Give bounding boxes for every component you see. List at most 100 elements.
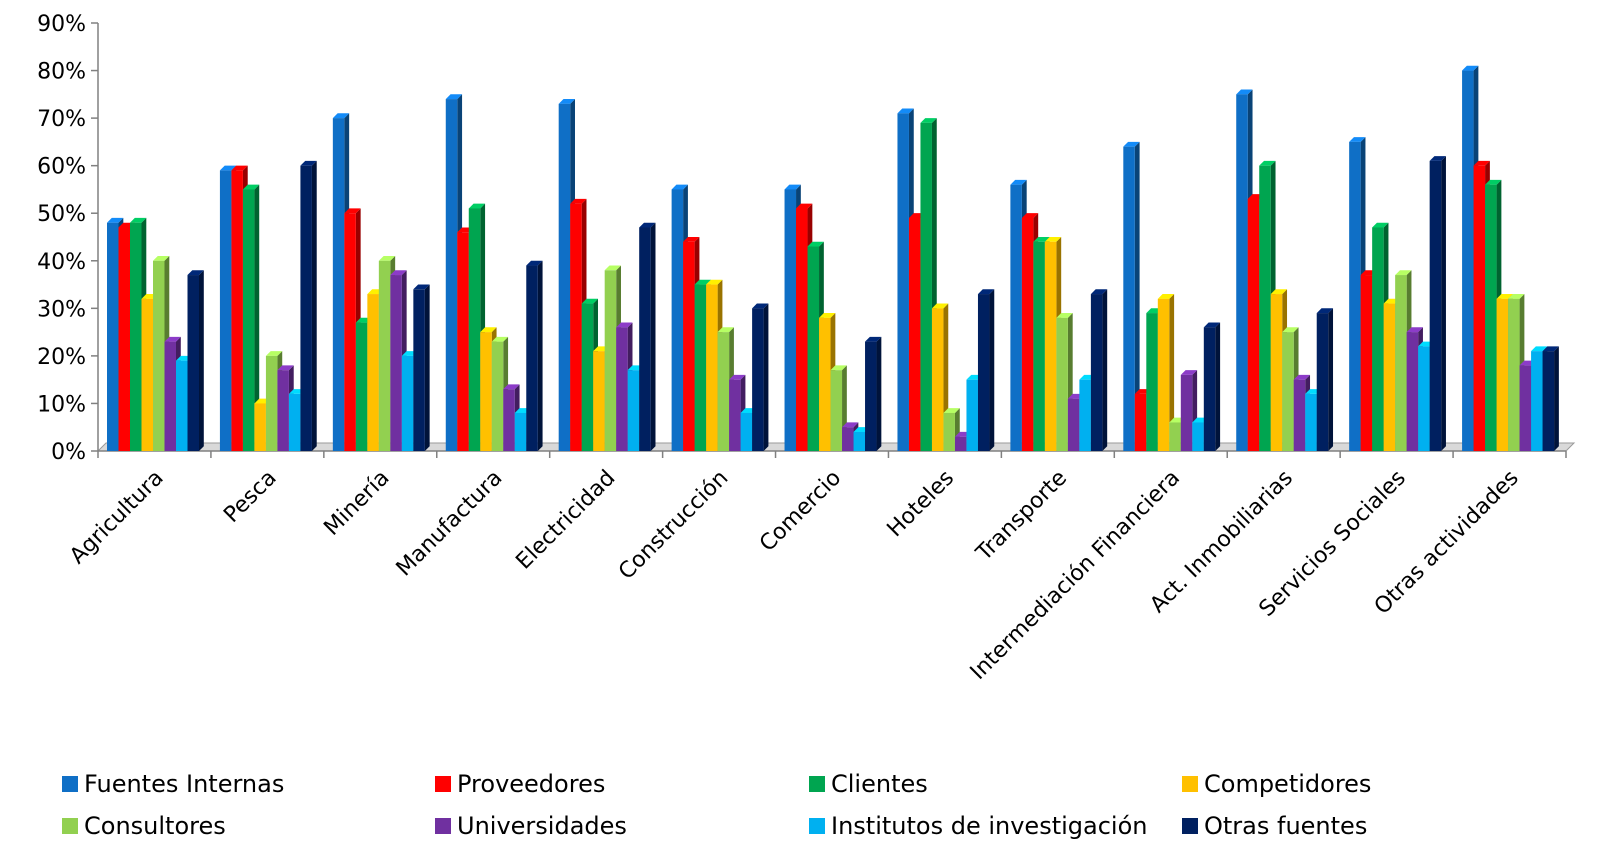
x-tick-label: Construcción bbox=[614, 466, 733, 585]
bar-top bbox=[1033, 236, 1050, 242]
bar-top bbox=[1090, 289, 1108, 295]
bar-front bbox=[503, 389, 515, 451]
bar-top bbox=[503, 384, 520, 390]
bar-top bbox=[1236, 89, 1253, 95]
bar-front bbox=[954, 436, 967, 451]
bar-front bbox=[1203, 327, 1216, 451]
y-tick-label: 40% bbox=[37, 250, 86, 275]
y-tick-label: 20% bbox=[37, 345, 86, 370]
bar-front bbox=[1123, 146, 1135, 451]
bar-front bbox=[1473, 165, 1486, 451]
bar-front bbox=[865, 341, 877, 451]
bar bbox=[1542, 346, 1559, 451]
bar-front bbox=[740, 412, 753, 451]
bar-front bbox=[977, 294, 990, 451]
bar-side bbox=[876, 336, 882, 451]
bar-top bbox=[1270, 289, 1288, 295]
bar-front bbox=[378, 260, 391, 451]
bar-front bbox=[1270, 294, 1283, 451]
bar-front bbox=[683, 241, 695, 451]
bar-top bbox=[683, 236, 700, 242]
bar-front bbox=[1349, 141, 1361, 451]
legend-swatch bbox=[435, 776, 451, 792]
bar-top bbox=[1021, 213, 1039, 218]
bar-front bbox=[445, 99, 458, 451]
bar-front bbox=[581, 303, 594, 451]
legend-swatch bbox=[809, 818, 825, 834]
legend-label: Universidades bbox=[457, 812, 627, 840]
bar-top bbox=[570, 198, 587, 204]
bar-front bbox=[1079, 379, 1091, 451]
bar-front bbox=[570, 203, 582, 451]
bar-front bbox=[1293, 379, 1306, 451]
bar-front bbox=[1531, 351, 1543, 451]
bar-front bbox=[1033, 241, 1045, 451]
bar-side bbox=[1134, 141, 1140, 451]
bar-top bbox=[717, 327, 734, 333]
bar-top bbox=[1259, 160, 1276, 166]
bar-top bbox=[920, 118, 937, 123]
bar-front bbox=[1157, 298, 1170, 451]
bar-top bbox=[231, 165, 248, 171]
bar-side bbox=[1169, 294, 1175, 451]
bar bbox=[242, 184, 260, 451]
bar-top bbox=[977, 289, 995, 295]
bar-front bbox=[153, 260, 165, 451]
bar-top bbox=[1372, 222, 1389, 228]
bar-top bbox=[1496, 294, 1513, 299]
bar-top bbox=[332, 113, 350, 119]
bar-front bbox=[480, 332, 492, 451]
x-tick-label: Minería bbox=[319, 466, 394, 541]
bar-top bbox=[639, 222, 656, 228]
bar-front bbox=[671, 189, 684, 451]
bar-front bbox=[1134, 393, 1147, 451]
bar-top bbox=[1473, 160, 1490, 166]
bar-front bbox=[187, 275, 199, 451]
bar-front bbox=[1259, 165, 1271, 451]
y-tick-label: 0% bbox=[51, 440, 86, 465]
bar-front bbox=[558, 103, 571, 451]
bar-top bbox=[1123, 141, 1140, 147]
bar-front bbox=[141, 298, 153, 451]
bar bbox=[1157, 294, 1175, 451]
bar-front bbox=[1282, 332, 1294, 451]
bar bbox=[187, 270, 204, 451]
bar-front bbox=[593, 351, 605, 451]
bar-top bbox=[706, 279, 723, 285]
legend-item: Fuentes Internas bbox=[62, 770, 284, 798]
bar-top bbox=[265, 351, 283, 356]
bar-top bbox=[729, 374, 746, 380]
x-tick-label: Manufactura bbox=[392, 466, 508, 582]
bar-front bbox=[853, 431, 866, 451]
bar-front bbox=[1247, 198, 1260, 451]
bar-side bbox=[650, 222, 656, 451]
bar-top bbox=[752, 303, 769, 309]
bar-top bbox=[694, 279, 711, 285]
bar-top bbox=[1395, 270, 1412, 276]
bar-top bbox=[413, 284, 430, 290]
y-tick-label: 60% bbox=[37, 155, 86, 180]
bar-front bbox=[332, 118, 345, 451]
x-tick-label: Transporte bbox=[971, 466, 1072, 567]
bar-front bbox=[1044, 241, 1057, 451]
bar-side bbox=[1328, 308, 1334, 451]
x-tick-label: Pesca bbox=[219, 466, 281, 528]
bar bbox=[1429, 156, 1446, 451]
bar-chart: 0% 10% 20% 30% 40% 50% 60% 70% 80% 90% Agricultur… bbox=[37, 12, 1576, 685]
bar-top bbox=[1406, 327, 1423, 333]
bar-front bbox=[401, 355, 414, 451]
bar-top bbox=[897, 108, 914, 114]
bar-front bbox=[344, 213, 356, 451]
bar-front bbox=[265, 355, 278, 451]
bar-top bbox=[107, 217, 124, 223]
bar-front bbox=[1146, 313, 1158, 451]
bar-front bbox=[130, 222, 142, 451]
bar-front bbox=[1236, 94, 1248, 451]
legend-swatch bbox=[62, 776, 78, 792]
bar-top bbox=[1180, 370, 1198, 375]
bar-front bbox=[616, 327, 628, 451]
x-tick-label: Comercio bbox=[755, 466, 846, 557]
bar-top bbox=[830, 365, 847, 371]
legend-label: Fuentes Internas bbox=[84, 770, 285, 798]
